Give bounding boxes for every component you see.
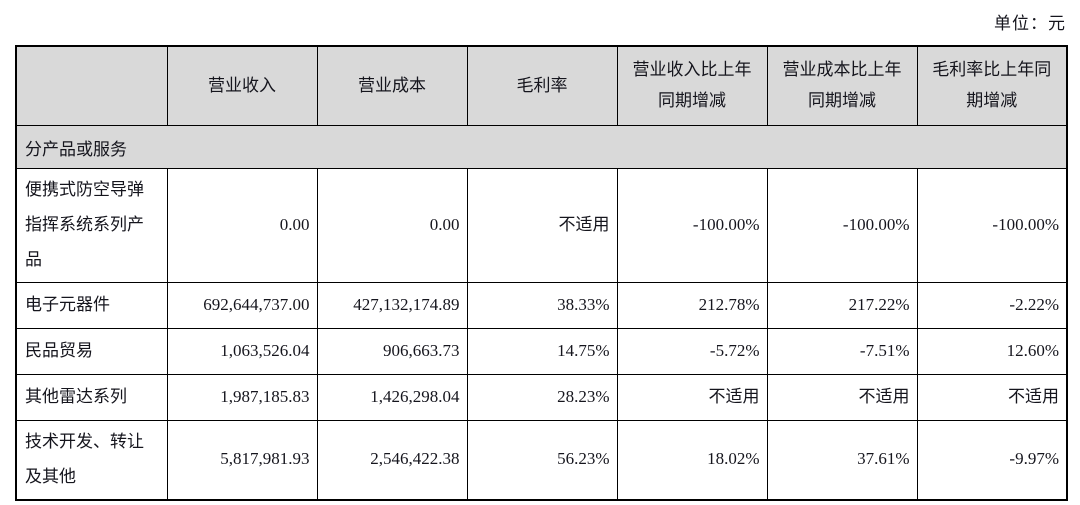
table-row: 电子元器件 692,644,737.00 427,132,174.89 38.3… <box>15 281 1068 329</box>
unit-label: 单位：元 <box>994 14 1066 33</box>
data-cell: 2,546,422.38 <box>316 419 468 501</box>
data-cell: 1,063,526.04 <box>166 327 318 375</box>
section-header-cell: 分产品或服务 <box>15 125 1068 169</box>
section-row: 分产品或服务 <box>15 125 1068 169</box>
data-cell: -100.00% <box>916 168 1068 283</box>
header-cell-cost: 营业成本 <box>316 45 468 126</box>
data-cell: -5.72% <box>616 327 768 375</box>
header-row: 营业收入 营业成本 毛利率 营业收入比上年同期增减 营业成本比上年同期增减 毛利… <box>15 45 1068 126</box>
product-service-table: 营业收入 营业成本 毛利率 营业收入比上年同期增减 营业成本比上年同期增减 毛利… <box>15 45 1068 501</box>
data-cell: -7.51% <box>766 327 918 375</box>
data-cell: -2.22% <box>916 281 1068 329</box>
data-cell: 不适用 <box>466 168 618 283</box>
header-cell-cost-yoy: 营业成本比上年同期增减 <box>766 45 918 126</box>
data-cell: 28.23% <box>466 373 618 421</box>
data-cell: 427,132,174.89 <box>316 281 468 329</box>
data-cell: 14.75% <box>466 327 618 375</box>
data-cell: 5,817,981.93 <box>166 419 318 501</box>
table-row: 其他雷达系列 1,987,185.83 1,426,298.04 28.23% … <box>15 373 1068 421</box>
header-cell-margin-yoy: 毛利率比上年同期增减 <box>916 45 1068 126</box>
data-cell: 37.61% <box>766 419 918 501</box>
data-cell: 212.78% <box>616 281 768 329</box>
data-cell: 906,663.73 <box>316 327 468 375</box>
row-label-cell: 民品贸易 <box>15 327 168 375</box>
data-cell: 0.00 <box>316 168 468 283</box>
header-cell-blank <box>15 45 168 126</box>
data-cell: 不适用 <box>916 373 1068 421</box>
table-row: 便携式防空导弹指挥系统系列产品 0.00 0.00 不适用 -100.00% -… <box>15 168 1068 283</box>
data-cell: 692,644,737.00 <box>166 281 318 329</box>
data-cell: 不适用 <box>616 373 768 421</box>
data-cell: 56.23% <box>466 419 618 501</box>
data-cell: -100.00% <box>766 168 918 283</box>
data-cell: 1,426,298.04 <box>316 373 468 421</box>
data-cell: 18.02% <box>616 419 768 501</box>
header-cell-gross-margin: 毛利率 <box>466 45 618 126</box>
data-cell: 217.22% <box>766 281 918 329</box>
row-label-cell: 其他雷达系列 <box>15 373 168 421</box>
data-cell: 38.33% <box>466 281 618 329</box>
table-row: 民品贸易 1,063,526.04 906,663.73 14.75% -5.7… <box>15 327 1068 375</box>
row-label-cell: 便携式防空导弹指挥系统系列产品 <box>15 168 168 283</box>
data-cell: 1,987,185.83 <box>166 373 318 421</box>
data-cell: 0.00 <box>166 168 318 283</box>
data-cell: -9.97% <box>916 419 1068 501</box>
row-label-cell: 电子元器件 <box>15 281 168 329</box>
header-cell-revenue-yoy: 营业收入比上年同期增减 <box>616 45 768 126</box>
data-cell: -100.00% <box>616 168 768 283</box>
header-cell-revenue: 营业收入 <box>166 45 318 126</box>
data-cell: 12.60% <box>916 327 1068 375</box>
data-cell: 不适用 <box>766 373 918 421</box>
row-label-cell: 技术开发、转让及其他 <box>15 419 168 501</box>
table-row: 技术开发、转让及其他 5,817,981.93 2,546,422.38 56.… <box>15 419 1068 501</box>
